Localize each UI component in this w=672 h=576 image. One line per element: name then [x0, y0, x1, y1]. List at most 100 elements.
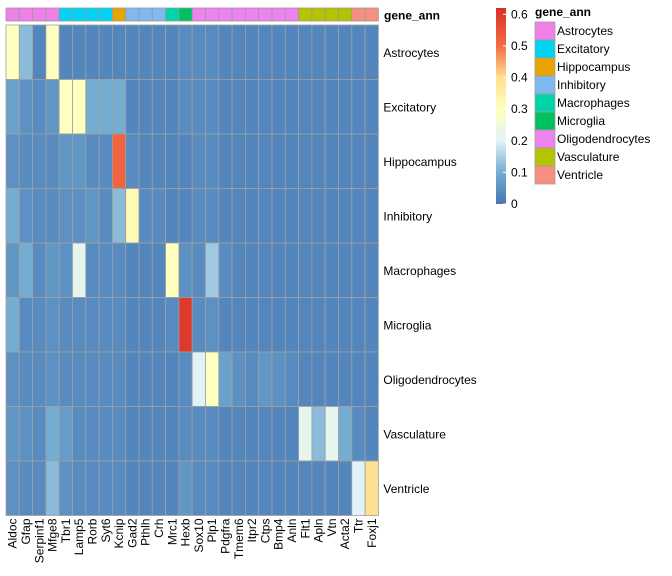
- cell-macrophages-pdgfra: [218, 242, 233, 298]
- cell-ventricle-mrc1: [165, 460, 180, 516]
- cell-oligodendrocytes-pthlh: [138, 351, 153, 407]
- cell-hippocampus-gfap: [18, 133, 33, 189]
- cell-ventricle-sox10: [191, 460, 206, 516]
- cell-excitatory-aldoc: [5, 79, 20, 135]
- annotation-cell-pdgfra: [218, 7, 233, 22]
- cell-vasculature-rorb: [85, 406, 100, 462]
- cell-ventricle-lamp5: [72, 460, 87, 516]
- cell-vasculature-pthlh: [138, 406, 153, 462]
- cell-inhibitory-syt6: [98, 188, 113, 244]
- cell-ventricle-gad2: [125, 460, 140, 516]
- annotation-title: gene_ann: [384, 9, 440, 23]
- cell-astrocytes-anln: [284, 24, 299, 80]
- cell-vasculature-mrc1: [165, 406, 180, 462]
- cell-microglia-crh: [151, 297, 167, 353]
- cell-microglia-vtn: [324, 297, 339, 353]
- cell-hippocampus-flt1: [298, 133, 313, 189]
- legend-label-astrocytes: Astrocytes: [557, 24, 613, 38]
- cell-ventricle-foxj1: [364, 460, 379, 516]
- cell-astrocytes-lamp5: [72, 24, 87, 80]
- cell-astrocytes-syt6: [98, 24, 113, 80]
- row-label-oligodendrocytes: Oligodendrocytes: [383, 373, 476, 387]
- cell-oligodendrocytes-gad2: [125, 351, 140, 407]
- cell-oligodendrocytes-lamp5: [72, 351, 87, 407]
- cell-vasculature-gad2: [125, 406, 140, 462]
- cell-excitatory-hexb: [178, 79, 193, 135]
- cell-vasculature-serpinf1: [32, 406, 47, 462]
- cell-excitatory-mfge8: [45, 79, 60, 135]
- col-label-serpinf1: Serpinf1: [32, 518, 46, 563]
- cell-hippocampus-acta2: [338, 133, 353, 189]
- cell-astrocytes-crh: [151, 24, 167, 80]
- cell-ventricle-mfge8: [45, 460, 60, 516]
- cell-vasculature-ttr: [351, 406, 366, 462]
- cell-macrophages-apln: [311, 242, 326, 298]
- cell-astrocytes-apln: [311, 24, 326, 80]
- col-label-lamp5: Lamp5: [72, 518, 86, 555]
- cell-hippocampus-bmp4: [271, 133, 286, 189]
- col-label-sox10: Sox10: [192, 518, 206, 552]
- annotation-cell-anln: [284, 7, 299, 22]
- cell-microglia-lamp5: [72, 297, 87, 353]
- cell-excitatory-tmem6: [231, 79, 246, 135]
- column-labels: Aldoc Gfap Serpinf1 Mfge8 Tbr1 Lamp5 Rorb Syt6 K…: [6, 518, 379, 563]
- cell-astrocytes-itpr2: [244, 24, 260, 80]
- cell-ventricle-ttr: [351, 460, 366, 516]
- cell-ventricle-pthlh: [138, 460, 153, 516]
- color-scale-legend: 0 0.1 0.2 0.3 0.4 0.5 0.6: [496, 7, 528, 211]
- annotation-cell-hexb: [178, 7, 193, 22]
- cell-hippocampus-mrc1: [165, 133, 180, 189]
- cell-macrophages-mfge8: [45, 242, 60, 298]
- cell-ventricle-itpr2: [244, 460, 260, 516]
- annotation-cell-flt1: [298, 7, 313, 22]
- cell-microglia-tmem6: [231, 297, 246, 353]
- cell-inhibitory-plp1: [205, 188, 220, 244]
- cell-ventricle-syt6: [98, 460, 113, 516]
- cell-excitatory-mrc1: [165, 79, 180, 135]
- cell-vasculature-foxj1: [364, 406, 379, 462]
- cell-ventricle-tbr1: [58, 460, 73, 516]
- row-label-macrophages: Macrophages: [383, 264, 456, 278]
- legend-swatch-oligodendrocytes: [534, 129, 556, 149]
- cell-vasculature-syt6: [98, 406, 113, 462]
- cell-inhibitory-itpr2: [244, 188, 260, 244]
- col-label-pthlh: Pthlh: [139, 519, 153, 546]
- cell-vasculature-aldoc: [5, 406, 20, 462]
- cell-hippocampus-crh: [151, 133, 167, 189]
- cell-excitatory-tbr1: [58, 79, 73, 135]
- cell-macrophages-syt6: [98, 242, 113, 298]
- cell-oligodendrocytes-apln: [311, 351, 326, 407]
- cell-hippocampus-gad2: [125, 133, 140, 189]
- cell-microglia-rorb: [85, 297, 100, 353]
- cell-astrocytes-vtn: [324, 24, 339, 80]
- cell-hippocampus-vtn: [324, 133, 339, 189]
- cell-excitatory-ctps: [258, 79, 273, 135]
- cell-excitatory-vtn: [324, 79, 339, 135]
- cell-hippocampus-tmem6: [231, 133, 246, 189]
- annotation-cell-aldoc: [5, 7, 20, 22]
- cell-macrophages-sox10: [191, 242, 206, 298]
- annotation-cell-pthlh: [138, 7, 153, 22]
- cell-macrophages-tmem6: [231, 242, 246, 298]
- cell-inhibitory-hexb: [178, 188, 193, 244]
- col-label-acta2: Acta2: [338, 518, 352, 549]
- cell-microglia-ttr: [351, 297, 366, 353]
- cell-oligodendrocytes-anln: [284, 351, 299, 407]
- col-label-hexb: Hexb: [179, 518, 193, 546]
- cell-inhibitory-ctps: [258, 188, 273, 244]
- legend-label-hippocampus: Hippocampus: [557, 60, 630, 74]
- cell-oligodendrocytes-kcnip: [112, 351, 127, 407]
- cell-microglia-acta2: [338, 297, 353, 353]
- cell-oligodendrocytes-flt1: [298, 351, 313, 407]
- legend-label-macrophages: Macrophages: [557, 96, 630, 110]
- row-label-vasculature: Vasculature: [383, 427, 446, 441]
- cell-microglia-flt1: [298, 297, 313, 353]
- cell-microglia-anln: [284, 297, 299, 353]
- col-label-tmem6: Tmem6: [232, 518, 246, 559]
- cell-microglia-serpinf1: [32, 297, 47, 353]
- cell-inhibitory-foxj1: [364, 188, 379, 244]
- row-label-hippocampus: Hippocampus: [383, 155, 456, 169]
- cell-oligodendrocytes-mrc1: [165, 351, 180, 407]
- cell-astrocytes-aldoc: [5, 24, 20, 80]
- cell-excitatory-gfap: [18, 79, 33, 135]
